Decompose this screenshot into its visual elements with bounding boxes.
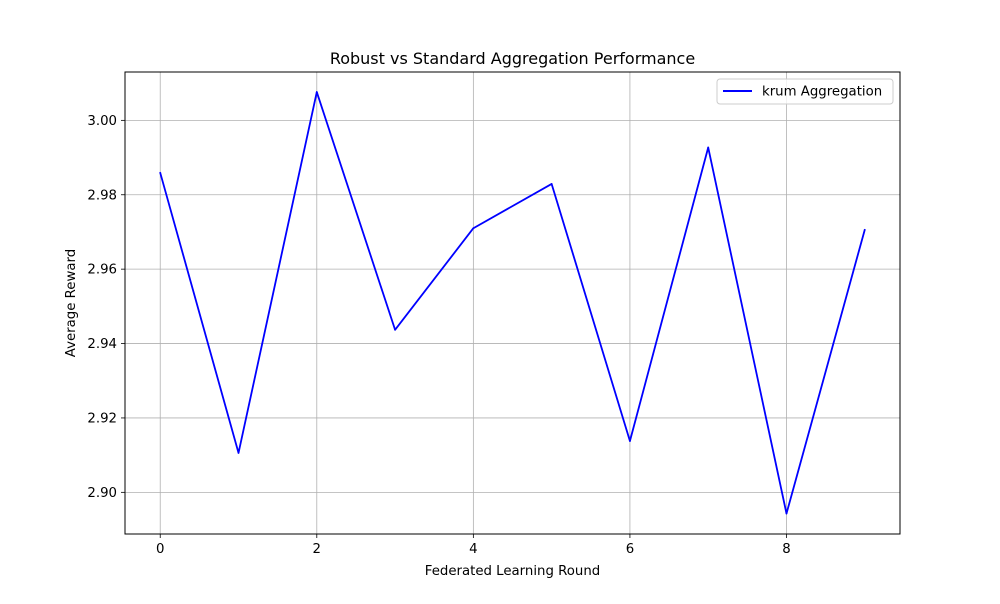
legend-label-krum-aggregation: krum Aggregation [762, 85, 882, 100]
y-tick-label: 2.98 [87, 188, 117, 203]
data-point [629, 440, 631, 442]
x-tick-label: 4 [469, 542, 477, 557]
legend-box [716, 78, 894, 105]
y-tick-label: 2.90 [87, 486, 117, 501]
chart-title: Robust vs Standard Aggregation Performan… [330, 49, 695, 68]
data-point [237, 452, 240, 454]
grid-lines [125, 72, 900, 534]
legend: krum Aggregation [716, 78, 894, 105]
data-point [550, 183, 553, 185]
plot-frame [124, 71, 901, 535]
data-point [785, 512, 788, 515]
y-axis-ticks: 2.90 2.92 2.94 2.96 2.98 3.00 [87, 114, 125, 501]
x-axis-ticks: 0 2 4 6 8 [156, 534, 791, 557]
data-point [707, 146, 710, 149]
plot-area [125, 72, 900, 534]
y-axis-label: Average Reward [64, 249, 79, 357]
y-tick-label: 2.96 [87, 263, 117, 278]
data-point [394, 328, 396, 331]
x-tick-label: 6 [626, 542, 634, 557]
x-tick-label: 0 [156, 542, 164, 557]
series-line-krum-aggregation [159, 91, 866, 515]
data-point [315, 91, 318, 93]
x-axis-label: Federated Learning Round [425, 564, 600, 579]
x-tick-label: 8 [782, 542, 790, 557]
data-point [472, 227, 475, 230]
y-tick-label: 3.00 [87, 114, 117, 129]
y-tick-label: 2.94 [87, 337, 117, 352]
series-layer [159, 91, 866, 515]
y-tick-label: 2.92 [87, 411, 117, 426]
x-tick-label: 2 [313, 542, 321, 557]
data-point [159, 171, 162, 174]
data-point [863, 228, 866, 231]
